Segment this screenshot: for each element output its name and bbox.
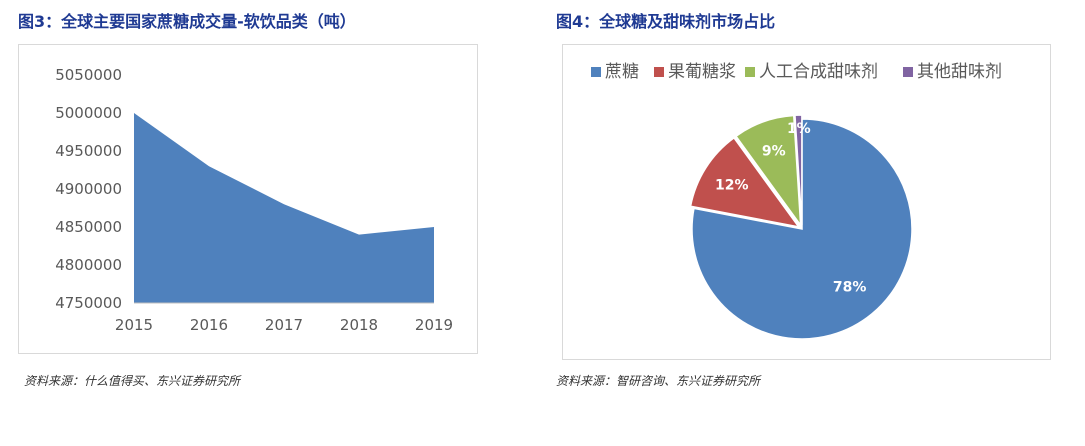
x-tick-label: 2017 xyxy=(265,316,303,334)
legend-label: 蔗糖 xyxy=(605,62,639,82)
y-tick-label: 4750000 xyxy=(55,294,122,312)
legend-swatch xyxy=(591,67,601,77)
legend-label: 人工合成甜味剂 xyxy=(759,62,878,82)
chart4-source: 资料来源：智研咨询、东兴证券研究所 xyxy=(556,374,761,388)
pie-data-label: 78% xyxy=(833,280,867,296)
pie-data-label: 1% xyxy=(787,121,811,137)
x-tick-label: 2016 xyxy=(190,316,228,334)
pie-slice xyxy=(691,118,913,340)
chart4-frame: 蔗糖 果葡糖浆 人工合成甜味剂 其他甜味剂 78% 12% 9% 1% xyxy=(562,44,1051,360)
legend-label: 其他甜味剂 xyxy=(917,62,1002,82)
y-tick-label: 4800000 xyxy=(55,256,122,274)
pie-data-label: 12% xyxy=(715,177,749,193)
y-tick-label: 4900000 xyxy=(55,180,122,198)
area-series xyxy=(134,113,434,303)
y-tick-label: 5000000 xyxy=(55,104,122,122)
pie-slice xyxy=(734,114,802,228)
pie-slice xyxy=(689,136,801,228)
y-tick-label: 4950000 xyxy=(55,142,122,160)
legend-label: 果葡糖浆 xyxy=(668,62,736,82)
pie-data-label: 9% xyxy=(762,144,786,160)
legend-swatch xyxy=(745,67,755,77)
legend-swatch xyxy=(654,67,664,77)
chart3-frame: 4750000 4800000 4850000 4900000 4950000 50000… xyxy=(18,44,478,354)
pie-slice xyxy=(794,114,803,226)
chart4-title: 图4：全球糖及甜味剂市场占比 xyxy=(556,12,776,31)
chart3-title: 图3：全球主要国家蔗糖成交量-软饮品类（吨） xyxy=(18,12,356,31)
legend-swatch xyxy=(903,67,913,77)
y-tick-label: 5050000 xyxy=(55,66,122,84)
area-chart: 4750000 4800000 4850000 4900000 4950000 50000… xyxy=(55,66,453,334)
pie-chart: 蔗糖 果葡糖浆 人工合成甜味剂 其他甜味剂 78% 12% 9%1% xyxy=(591,62,1002,340)
y-tick-label: 4850000 xyxy=(55,218,122,236)
chart3-source: 资料来源：什么值得买、东兴证券研究所 xyxy=(24,374,241,388)
x-tick-label: 2015 xyxy=(115,316,153,334)
x-tick-label: 2019 xyxy=(415,316,453,334)
x-tick-label: 2018 xyxy=(340,316,378,334)
